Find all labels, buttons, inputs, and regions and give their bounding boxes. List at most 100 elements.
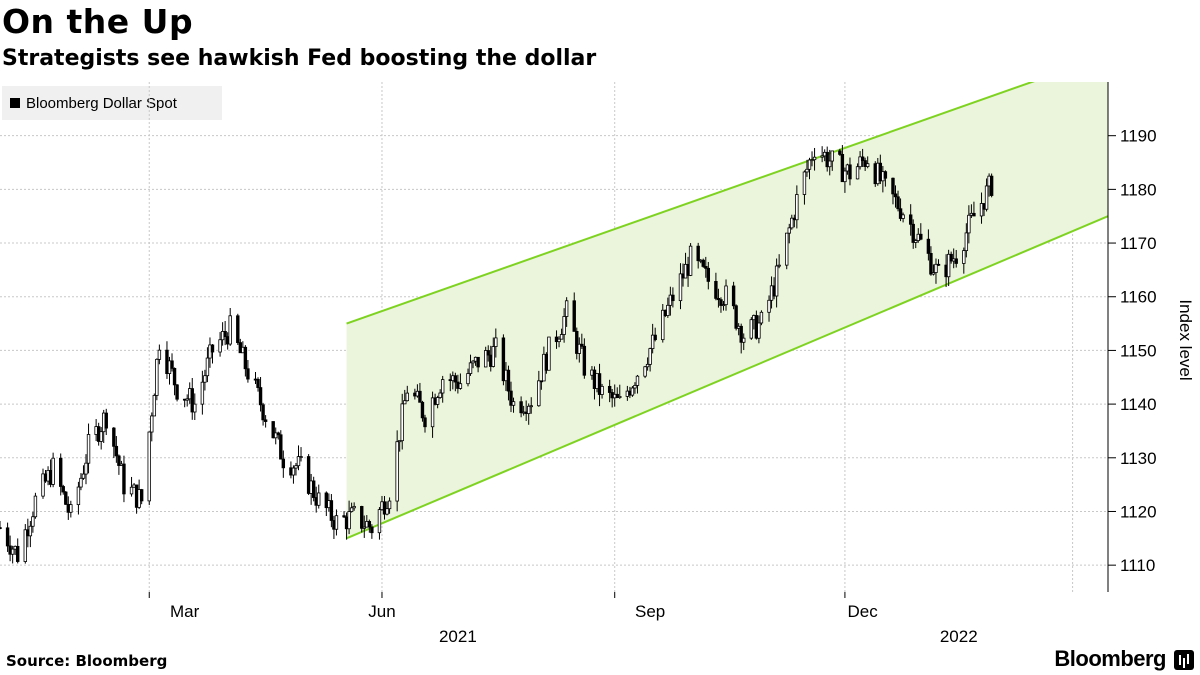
candle-body [10, 548, 15, 555]
candle-body [0, 527, 2, 529]
candle-body [334, 515, 339, 530]
candle-body [946, 253, 951, 278]
candle-body [926, 238, 931, 254]
candle [342, 511, 346, 518]
candle [575, 327, 579, 360]
candle [59, 453, 63, 496]
candle-body [562, 316, 566, 335]
trend-channel-lower-line [346, 215, 1108, 540]
candle [790, 214, 794, 230]
candle-body [172, 367, 177, 386]
candle [430, 391, 435, 438]
candle [767, 295, 771, 322]
candle-body [967, 214, 971, 234]
candle-body [155, 358, 159, 396]
candle-body [112, 427, 116, 447]
candle-body [458, 383, 463, 389]
candle-body [139, 489, 144, 502]
candle-body [825, 151, 829, 168]
candle-body [329, 500, 334, 521]
candle-body [843, 170, 847, 183]
candle-body [403, 400, 407, 405]
candle-body [200, 381, 205, 405]
candle-body [749, 319, 754, 339]
candle-body [643, 366, 647, 377]
candle-body [807, 159, 812, 170]
candle-body [719, 299, 723, 306]
candle [170, 353, 174, 372]
candle [193, 393, 197, 421]
candle [704, 256, 708, 278]
candle [155, 358, 159, 401]
candle-body [370, 526, 374, 534]
candle [329, 494, 334, 528]
candle [152, 393, 157, 417]
candle-body [742, 337, 746, 343]
candle-body [648, 348, 652, 365]
candle-body [865, 163, 870, 167]
candle [802, 170, 807, 205]
candle [901, 212, 905, 223]
candle [706, 261, 711, 290]
candle-body [274, 432, 278, 439]
candle-body [279, 434, 283, 460]
candle-body [291, 467, 296, 476]
candle-body [61, 486, 65, 493]
candle [949, 251, 953, 264]
candle [934, 258, 938, 284]
candle [645, 357, 650, 371]
candle [16, 538, 20, 564]
candle [291, 465, 296, 484]
candle-body [678, 273, 683, 302]
candle [190, 377, 194, 420]
candle [843, 167, 847, 193]
candle-body [575, 330, 579, 354]
candle [562, 308, 566, 343]
candle [228, 308, 232, 346]
candle-body [203, 375, 207, 383]
candle-body [79, 477, 83, 488]
candle-body [256, 378, 260, 388]
candle-body [501, 337, 506, 382]
candle-body [891, 177, 895, 195]
candle-body [5, 527, 10, 547]
candle [382, 496, 387, 520]
candle [491, 337, 495, 368]
candle-body [511, 401, 516, 406]
candle-body [557, 338, 561, 343]
candle-body [848, 164, 852, 180]
candle-body [397, 440, 402, 443]
candle-body [805, 168, 809, 173]
candle [223, 321, 227, 346]
candle-body [607, 385, 612, 393]
candle-body [440, 379, 445, 394]
candle-body [767, 299, 771, 313]
candle [547, 336, 551, 371]
candle [458, 373, 463, 390]
candle [112, 427, 116, 459]
candle [580, 333, 584, 349]
candle-body [688, 245, 693, 276]
candle [296, 445, 301, 471]
candle [911, 219, 915, 249]
candle [919, 223, 923, 241]
candle [529, 397, 533, 414]
candle [139, 488, 144, 505]
candle [420, 400, 425, 422]
candle [615, 387, 619, 399]
candle-body [896, 196, 900, 210]
candle [787, 223, 791, 244]
candle [299, 447, 303, 462]
candle [701, 258, 705, 268]
candle-body [294, 465, 298, 469]
candle [486, 345, 490, 362]
candle-body [311, 480, 316, 498]
candle-body [483, 350, 488, 368]
candle [984, 178, 989, 212]
candle-body [243, 346, 248, 370]
candle [438, 389, 442, 399]
candle-body [317, 492, 321, 506]
candle-body [661, 309, 665, 341]
candle [805, 159, 809, 177]
candle [519, 396, 523, 418]
